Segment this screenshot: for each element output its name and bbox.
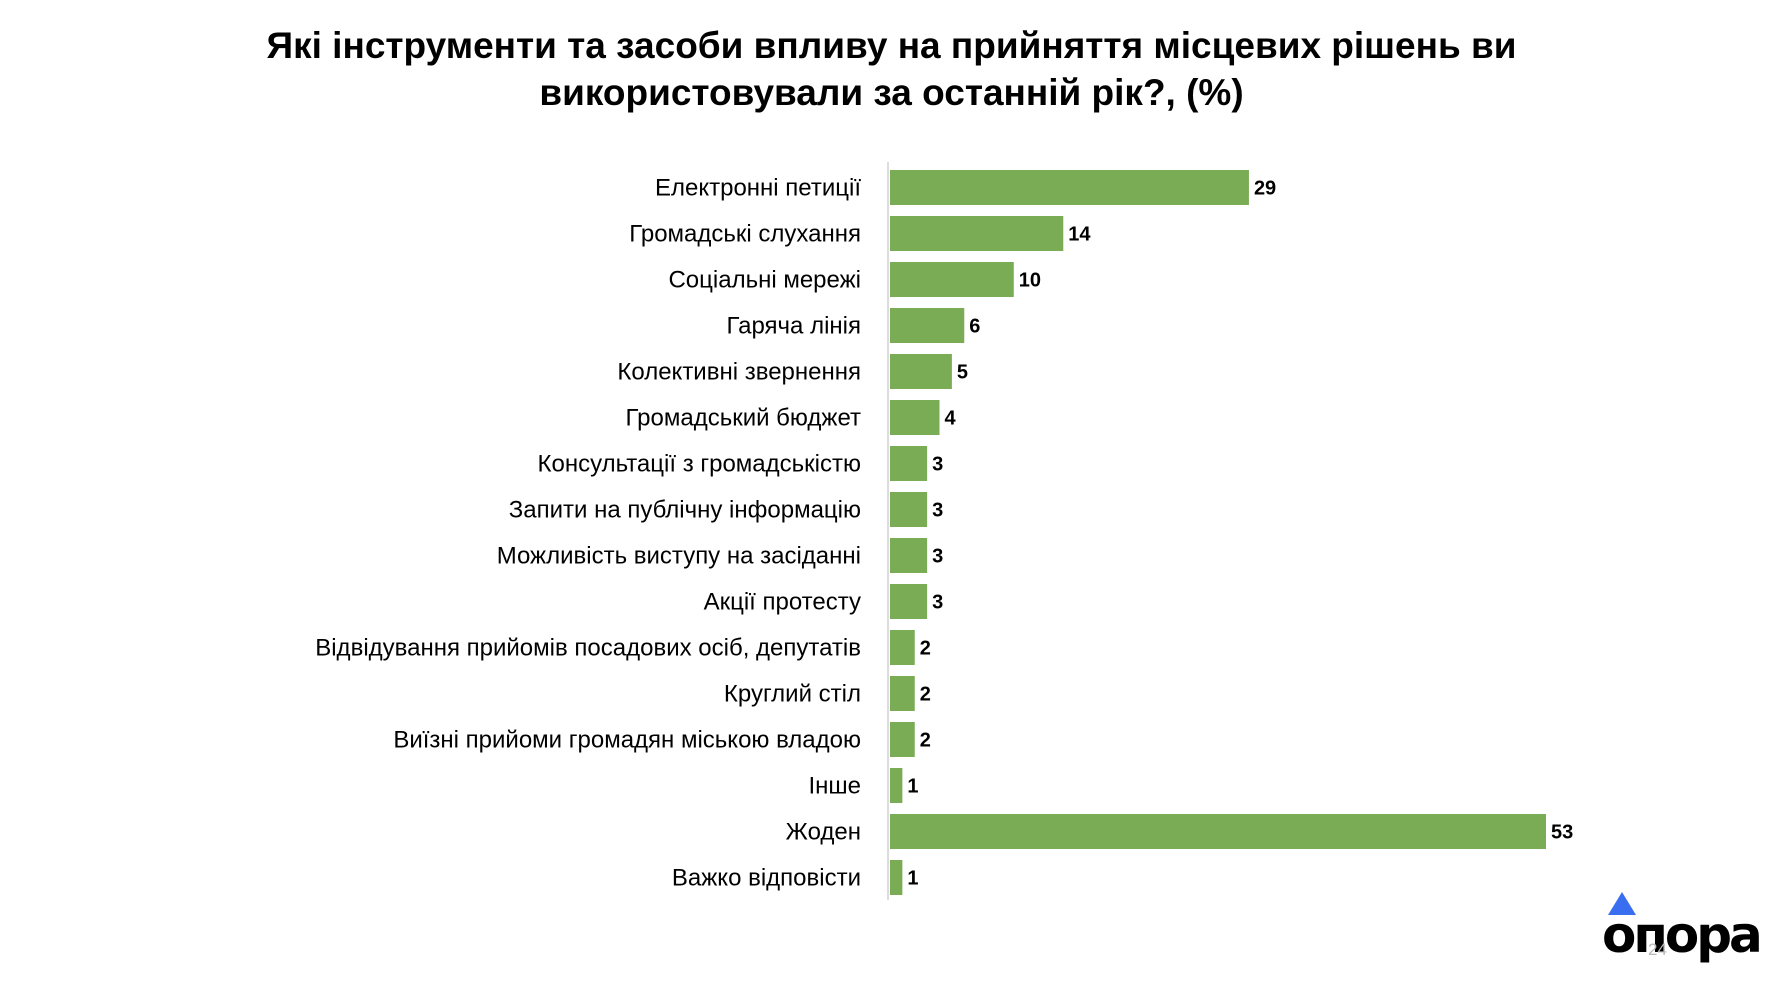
category-label: Інше (808, 773, 861, 800)
bar (890, 722, 915, 757)
chart-title: Які інструменти та засоби впливу на прий… (266, 25, 1517, 113)
category-label: Круглий стіл (724, 681, 861, 708)
category-label: Електронні петиції (655, 175, 861, 202)
data-label: 6 (969, 316, 980, 338)
category-label: Громадський бюджет (626, 405, 862, 432)
category-label: Акції протесту (704, 589, 861, 616)
opora-logo: опора (1602, 892, 1763, 964)
category-label: Соціальні мережі (668, 267, 861, 294)
data-label: 2 (920, 638, 931, 660)
category-label: Запити на публічну інформацію (509, 497, 861, 524)
bar (890, 216, 1064, 251)
data-label: 53 (1551, 822, 1573, 844)
data-label: 1 (907, 776, 918, 798)
bar (890, 768, 903, 803)
category-label: Виїзні прийоми громадян міською владою (393, 727, 861, 754)
bar (890, 170, 1249, 205)
data-label: 3 (932, 546, 943, 568)
bar (890, 354, 952, 389)
data-label: 5 (957, 362, 968, 384)
category-label: Консультації з громадськістю (538, 451, 861, 478)
category-label: Громадські слухання (629, 221, 861, 248)
data-label: 2 (920, 684, 931, 706)
category-label: Колективні звернення (617, 359, 861, 386)
bar (890, 492, 928, 527)
category-label: Відвідування прийомів посадових осіб, де… (315, 635, 861, 662)
bar (890, 676, 915, 711)
category-label: Гаряча лінія (726, 313, 861, 340)
logo-text: опора (1602, 906, 1760, 964)
data-label: 3 (932, 454, 943, 476)
logo-triangle-icon (1608, 892, 1636, 915)
category-label: Жоден (786, 819, 861, 846)
page-number: 24 (1648, 940, 1667, 959)
data-label: 4 (945, 408, 957, 430)
data-label: 10 (1019, 270, 1041, 292)
bar (890, 538, 928, 573)
bar (890, 630, 915, 665)
data-label: 3 (932, 500, 943, 522)
bar (890, 446, 928, 481)
category-label: Можливість виступу на засіданні (497, 543, 861, 570)
data-label: 14 (1068, 224, 1091, 246)
bar (890, 584, 928, 619)
data-label: 3 (932, 592, 943, 614)
bar (890, 814, 1546, 849)
bar (890, 860, 903, 895)
data-label: 1 (907, 868, 918, 890)
bar (890, 262, 1014, 297)
data-label: 29 (1254, 178, 1276, 200)
bar (890, 400, 940, 435)
category-label: Важко відповісти (672, 865, 861, 892)
bar (890, 308, 965, 343)
data-label: 2 (920, 730, 931, 752)
